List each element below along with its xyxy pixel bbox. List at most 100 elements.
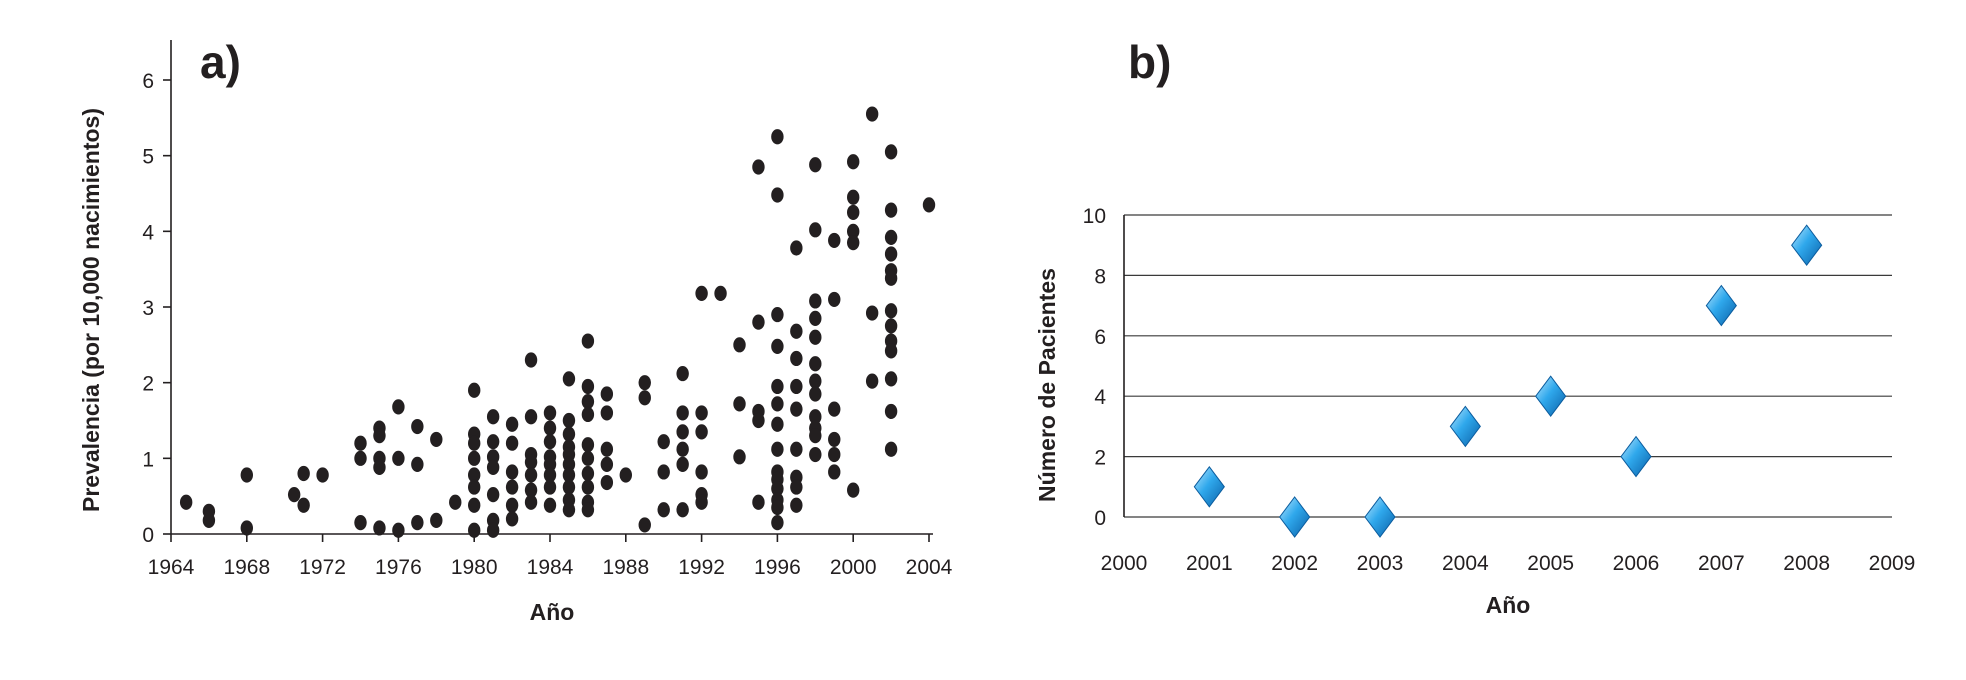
chart-a-data-point — [657, 434, 670, 450]
chart-a-data-point — [581, 393, 595, 410]
chart-a-data-point — [486, 409, 500, 425]
chart-a-data-point — [543, 479, 557, 495]
chart-a-data-point — [809, 293, 822, 309]
chart-a-data-point — [468, 467, 481, 483]
chart-a-data-point — [733, 337, 746, 353]
chart-a-data-point — [790, 323, 803, 339]
chart-a-data-point — [771, 187, 784, 203]
chart-a-data-point — [619, 467, 632, 483]
chart-a-data-point — [847, 189, 860, 205]
chart-a-data-point — [562, 479, 576, 495]
chart-a-data-point — [486, 487, 500, 503]
chart-a-data-point — [695, 285, 708, 301]
chart-a-data-point — [581, 502, 595, 518]
chart-b-y-tick-label: 4 — [1094, 386, 1106, 409]
chart-b-x-axis-label: Año — [1486, 592, 1531, 618]
chart-a-data-point — [543, 434, 557, 450]
chart-a-y-tick-label: 6 — [142, 70, 154, 93]
chart-a-data-point — [581, 465, 595, 482]
chart-a: a) 0 1 2 3 4 5 6 1964 1968 1972 1976 1980 1984 1988 1… — [78, 36, 953, 625]
chart-a-data-point — [430, 431, 443, 448]
chart-a-data-point — [543, 456, 557, 472]
chart-b-x-tick-label: 2001 — [1186, 552, 1233, 575]
chart-a-data-point — [771, 481, 784, 497]
chart-a-data-point — [562, 467, 576, 483]
chart-b-y-axis-label: Número de Pacientes — [1034, 268, 1060, 502]
chart-a-data-point — [411, 456, 424, 472]
chart-a-data-point — [581, 406, 595, 423]
chart-a-data-point — [486, 449, 500, 465]
chart-a-data-point — [695, 464, 708, 480]
chart-a-x-tick-label: 1988 — [602, 556, 649, 579]
chart-a-x-tick-label: 1996 — [754, 556, 801, 579]
chart-a-data-point — [771, 499, 784, 516]
chart-a-data-point — [809, 356, 822, 372]
chart-a-data-point — [771, 306, 784, 323]
chart-a-data-point — [828, 431, 841, 448]
chart-a-x-tick-label: 1964 — [148, 556, 195, 579]
chart-b-x-tick-label: 2007 — [1698, 552, 1745, 575]
chart-a-data-point — [505, 479, 519, 495]
chart-a-x-axis-label: Año — [530, 599, 575, 625]
chart-a-data-point — [505, 435, 519, 451]
chart-a-data-point — [411, 418, 424, 435]
chart-a-data-point — [373, 459, 386, 476]
chart-a-data-point — [771, 515, 784, 531]
chart-a-data-point — [638, 375, 651, 391]
chart-a-data-point — [543, 405, 557, 421]
chart-a-data-point — [524, 409, 538, 425]
chart-a-data-point — [828, 232, 841, 249]
chart-a-data-point — [600, 405, 614, 421]
chart-a-data-point — [505, 464, 519, 480]
chart-b-y-tick-label: 2 — [1094, 447, 1106, 470]
chart-a-data-point — [809, 373, 822, 389]
chart-a-data-point — [752, 314, 765, 330]
chart-a-data-point — [287, 487, 301, 503]
chart-a-data-point — [581, 450, 595, 466]
chart-a-data-point — [449, 494, 462, 510]
chart-a-data-point — [354, 435, 367, 451]
chart-a-data-point — [884, 318, 898, 334]
chart-b-data-point — [1449, 405, 1481, 448]
chart-a-data-point — [240, 520, 253, 536]
chart-a-data-point — [562, 426, 576, 442]
chart-a-data-point — [468, 435, 481, 451]
chart-a-data-point — [847, 204, 860, 221]
chart-a-data-point — [468, 450, 481, 466]
chart-a-data-point — [524, 494, 538, 510]
chart-a-data-point — [486, 434, 500, 450]
chart-a-data-point — [771, 396, 784, 412]
chart-a-x-tick-label: 1992 — [678, 556, 725, 579]
chart-a-data-point — [524, 482, 538, 498]
chart-a-data-point — [468, 479, 481, 495]
chart-b-x-tick-label: 2005 — [1527, 552, 1574, 575]
chart-b-x-tick-label: 2009 — [1869, 552, 1916, 575]
chart-a-data-point — [543, 497, 557, 513]
chart-a-data-point — [179, 494, 193, 510]
chart-a-data-point — [581, 479, 595, 495]
chart-b-panel-label: b) — [1128, 36, 1171, 88]
chart-a-data-point — [240, 467, 253, 483]
chart-a-y-tick-label: 2 — [142, 373, 154, 396]
chart-a-data-point — [733, 396, 746, 412]
chart-a-data-point — [847, 482, 860, 498]
chart-a-data-point — [657, 464, 670, 480]
chart-a-data-point — [809, 386, 822, 402]
chart-a-y-axis-label: Prevalencia (por 10,000 nacimientos) — [78, 108, 104, 512]
chart-a-data-point — [714, 285, 727, 301]
chart-a-data-point — [581, 378, 595, 395]
chart-b-data-point — [1193, 465, 1225, 508]
chart-a-data-point — [297, 497, 310, 513]
chart-a-data-point — [354, 515, 367, 531]
chart-a-data-point — [790, 479, 803, 495]
chart-a-data-point — [828, 401, 841, 417]
chart-a-x-tick-label: 1984 — [527, 556, 574, 579]
chart-b-x-tick-label: 2000 — [1101, 552, 1148, 575]
chart-b-data-point — [1364, 496, 1396, 538]
chart-b-data-point — [1705, 284, 1737, 327]
chart-a-data-point — [354, 450, 367, 466]
chart-b-x-tick-label: 2002 — [1271, 552, 1318, 575]
chart-a-data-point — [884, 229, 898, 245]
